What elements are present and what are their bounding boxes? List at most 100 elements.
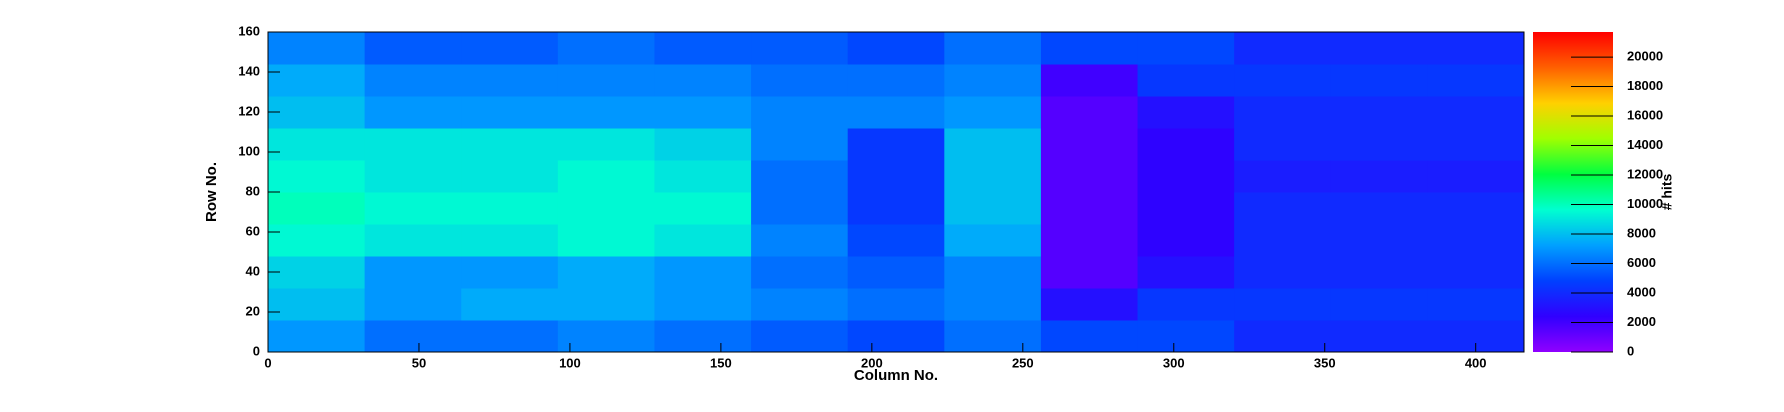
heat-cell — [1137, 128, 1235, 161]
heat-cell — [847, 256, 945, 289]
heat-cell — [654, 224, 752, 257]
heat-cell — [1330, 256, 1428, 289]
heat-cell — [751, 32, 849, 65]
heat-cell — [461, 32, 559, 65]
heat-cell — [1330, 160, 1428, 193]
heat-cell — [1330, 192, 1428, 225]
heat-cell — [557, 128, 655, 161]
heat-cell — [1040, 32, 1139, 65]
y-tick-label: 120 — [238, 103, 260, 118]
y-tick-label: 0 — [253, 343, 260, 358]
heat-cell — [557, 192, 655, 225]
heat-cell — [557, 224, 655, 257]
colorbar-tick-label: 12000 — [1627, 166, 1663, 181]
heat-cell — [1427, 160, 1525, 193]
y-tick-label: 60 — [246, 223, 260, 238]
heat-cell — [364, 288, 462, 321]
heat-cell — [364, 64, 462, 97]
heat-cell — [1137, 32, 1235, 65]
heat-cell — [944, 160, 1042, 193]
heatmap — [268, 32, 1525, 353]
x-tick-label: 150 — [710, 355, 732, 370]
heat-cell — [461, 192, 559, 225]
heat-cell — [847, 32, 945, 65]
colorbar-tick-label: 14000 — [1627, 137, 1663, 152]
colorbar-label: # hits — [1659, 174, 1675, 211]
heat-cell — [847, 160, 945, 193]
heat-cell — [847, 224, 945, 257]
colorbar-tick-label: 4000 — [1627, 284, 1656, 299]
heat-cell — [1427, 192, 1525, 225]
heat-cell — [654, 128, 752, 161]
heat-cell — [1234, 64, 1332, 97]
y-axis-label: Row No. — [203, 162, 220, 222]
heat-cell — [944, 128, 1042, 161]
x-tick-label: 400 — [1465, 355, 1487, 370]
heat-cell — [1040, 288, 1139, 321]
heat-cell — [1427, 288, 1525, 321]
colorbar-tick-label: 20000 — [1627, 49, 1663, 64]
heat-cell — [364, 256, 462, 289]
heat-cell — [364, 192, 462, 225]
heat-cell — [557, 288, 655, 321]
heat-cell — [364, 160, 462, 193]
heat-cell — [654, 32, 752, 65]
heat-cell — [654, 192, 752, 225]
heat-cell — [1234, 192, 1332, 225]
heat-cell — [1234, 32, 1332, 65]
heat-cell — [1040, 192, 1139, 225]
heat-cell — [268, 128, 366, 161]
heat-cell — [461, 128, 559, 161]
heat-cell — [1137, 288, 1235, 321]
heat-cell — [654, 96, 752, 129]
colorbar — [1533, 32, 1613, 352]
heat-cell — [1040, 320, 1139, 353]
heat-cell — [461, 320, 559, 353]
heat-cell — [557, 160, 655, 193]
heat-cell — [268, 96, 366, 129]
x-tick-label: 200 — [861, 355, 883, 370]
heat-cell — [751, 64, 849, 97]
heat-cell — [1330, 128, 1428, 161]
x-tick-label: 50 — [412, 355, 426, 370]
x-axis-label: Column No. — [854, 367, 938, 384]
y-tick-label: 40 — [246, 263, 260, 278]
y-tick-label: 20 — [246, 303, 260, 318]
heat-cell — [1137, 96, 1235, 129]
heat-cell — [1427, 224, 1525, 257]
heat-cell — [654, 288, 752, 321]
heat-cell — [1330, 320, 1428, 353]
heat-cell — [557, 96, 655, 129]
heat-cell — [1330, 96, 1428, 129]
heat-cell — [654, 64, 752, 97]
heat-cell — [1234, 320, 1332, 353]
heat-cell — [751, 192, 849, 225]
x-tick-label: 350 — [1314, 355, 1336, 370]
heat-cell — [847, 192, 945, 225]
heat-cell — [1040, 256, 1139, 289]
heat-cell — [461, 224, 559, 257]
heat-cell — [1137, 256, 1235, 289]
heat-cell — [1040, 224, 1139, 257]
heat-cell — [944, 288, 1042, 321]
heat-cell — [268, 160, 366, 193]
heat-cell — [1234, 96, 1332, 129]
heat-cell — [557, 32, 655, 65]
heat-cell — [1137, 192, 1235, 225]
colorbar-tick-label: 16000 — [1627, 107, 1663, 122]
heat-cell — [751, 128, 849, 161]
heat-cell — [1427, 64, 1525, 97]
heat-cell — [461, 256, 559, 289]
heat-cell — [847, 128, 945, 161]
heat-cell — [654, 256, 752, 289]
heat-cell — [1234, 256, 1332, 289]
heat-cell — [1137, 320, 1235, 353]
heat-cell — [268, 256, 366, 289]
heat-cell — [461, 96, 559, 129]
heat-cell — [1234, 160, 1332, 193]
heat-cell — [1330, 288, 1428, 321]
heat-cell — [847, 96, 945, 129]
heat-cell — [364, 224, 462, 257]
heat-cell — [1040, 128, 1139, 161]
